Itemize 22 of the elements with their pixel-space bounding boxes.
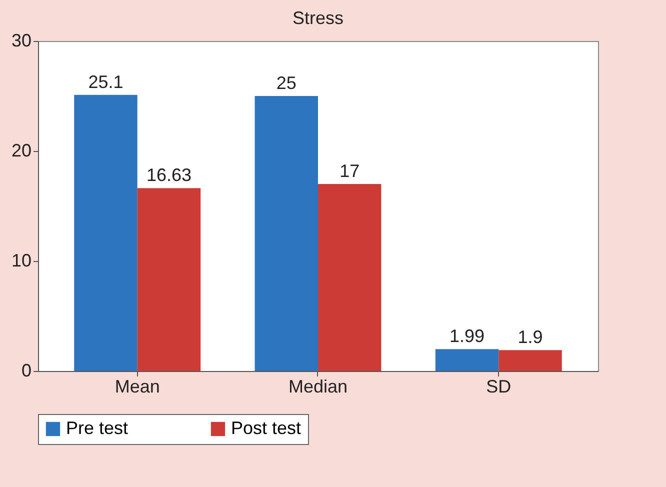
data-label: 16.63 — [146, 165, 192, 186]
data-label: 17 — [340, 161, 360, 181]
y-tick-label: 0 — [21, 360, 32, 380]
data-label: 25.1 — [88, 72, 124, 92]
bar — [74, 94, 138, 371]
x-tick-label: SD — [486, 376, 512, 396]
bar — [318, 184, 382, 371]
data-label: 1.99 — [450, 326, 485, 346]
bar — [137, 188, 201, 371]
data-label: 25 — [276, 73, 296, 93]
x-tick-label: Median — [288, 376, 348, 396]
bar — [498, 350, 562, 371]
bar — [254, 96, 318, 371]
legend-label: Post test — [231, 418, 302, 438]
legend-label: Pre test — [66, 418, 128, 438]
y-tick-label: 30 — [11, 30, 32, 50]
bar — [435, 349, 499, 371]
y-tick-label: 10 — [11, 250, 32, 270]
y-tick-label: 20 — [11, 140, 32, 160]
chart-title: Stress — [292, 8, 344, 28]
x-tick-label: Mean — [114, 376, 160, 396]
data-label: 1.9 — [518, 327, 543, 348]
